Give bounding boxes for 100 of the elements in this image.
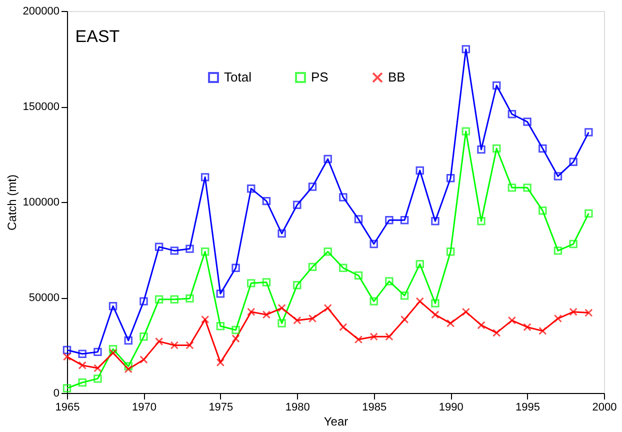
legend-label: PS [311, 70, 329, 85]
legend-label: Total [224, 70, 252, 85]
point [492, 328, 501, 337]
point [186, 294, 194, 303]
point [400, 315, 409, 324]
point [154, 337, 164, 346]
point [94, 348, 102, 356]
point [431, 299, 440, 308]
point [232, 264, 240, 272]
point [262, 278, 271, 286]
point [446, 319, 455, 328]
point [108, 344, 118, 354]
point [324, 248, 332, 256]
point [569, 308, 578, 316]
point [508, 110, 516, 118]
point [354, 335, 363, 344]
point [78, 361, 86, 370]
point [584, 209, 593, 218]
point [140, 355, 148, 364]
point [216, 290, 225, 298]
point [186, 244, 194, 253]
x-tick-label: 2000 [592, 402, 617, 414]
point [492, 144, 501, 153]
point [94, 374, 102, 383]
point [140, 297, 148, 306]
point [308, 182, 317, 191]
point [124, 365, 132, 374]
point [554, 246, 562, 255]
point [247, 279, 256, 288]
point [508, 184, 516, 192]
point [569, 158, 578, 166]
point [308, 262, 317, 272]
point [462, 127, 470, 136]
point [140, 332, 148, 341]
point [232, 326, 240, 334]
point [370, 240, 378, 248]
point [324, 154, 332, 164]
point [278, 304, 286, 312]
point [216, 358, 225, 367]
point [431, 310, 440, 319]
point [354, 215, 363, 224]
point [247, 308, 256, 316]
point [278, 229, 286, 238]
point [462, 308, 470, 316]
x-tick-label: 1970 [132, 402, 156, 414]
point [523, 184, 532, 192]
point [400, 291, 409, 300]
point [477, 321, 486, 330]
point [108, 348, 118, 357]
y-tick-label: 150000 [22, 101, 60, 113]
text: EAST [75, 27, 120, 46]
point [170, 341, 179, 350]
point [416, 260, 424, 268]
point [154, 242, 164, 251]
point [94, 364, 102, 372]
point [186, 341, 194, 350]
point [584, 128, 593, 136]
y-axis-title: Catch (mt) [4, 174, 19, 231]
point [124, 336, 132, 345]
point [446, 248, 455, 256]
point [232, 334, 240, 343]
point [477, 216, 486, 226]
y-tick-label: 0 [53, 388, 60, 400]
point [324, 304, 332, 312]
point [78, 350, 86, 358]
point [385, 332, 394, 341]
point [477, 145, 486, 154]
point [462, 45, 470, 54]
point [78, 378, 86, 387]
point [416, 297, 424, 306]
point [200, 315, 210, 324]
y-tick-label: 100000 [22, 196, 60, 208]
point [523, 118, 532, 126]
point [62, 352, 72, 361]
point [523, 323, 532, 332]
point [200, 248, 210, 256]
x-tick-label: 1985 [362, 402, 387, 414]
point [492, 81, 501, 90]
point [554, 172, 562, 180]
point [170, 246, 179, 255]
point [262, 310, 271, 319]
point [554, 314, 562, 323]
point [385, 216, 394, 224]
x-axis-title: Year [324, 414, 348, 428]
point [62, 346, 72, 354]
point [538, 326, 547, 336]
point [247, 184, 256, 193]
point [569, 240, 578, 248]
y-tick-label: 200000 [22, 6, 60, 18]
x-tick-label: 1975 [208, 402, 234, 414]
point [538, 206, 547, 215]
point [508, 316, 516, 325]
point [538, 144, 547, 153]
point [293, 316, 302, 325]
point [170, 295, 179, 304]
x-tick-label: 1980 [285, 402, 310, 414]
point [293, 200, 302, 209]
legend-label: BB [388, 70, 406, 85]
point [339, 264, 348, 272]
x-tick-label: 1995 [516, 402, 540, 414]
